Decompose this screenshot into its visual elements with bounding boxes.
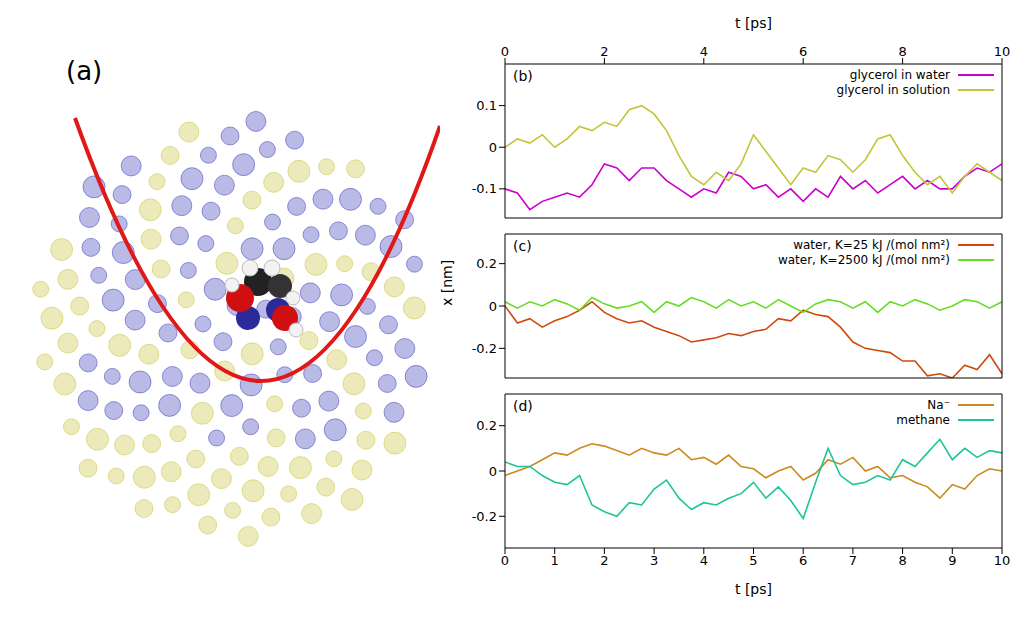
html-text:water, K=2500 kJ /(mol nm²): water, K=2500 kJ /(mol nm²) xyxy=(777,252,950,267)
svg-text:-0.1: -0.1 xyxy=(472,181,497,196)
svg-text:6: 6 xyxy=(799,553,807,568)
svg-text:0: 0 xyxy=(501,553,509,568)
svg-text:2: 2 xyxy=(600,44,608,59)
svg-text:1: 1 xyxy=(551,553,559,568)
svg-text:t [ps]: t [ps] xyxy=(735,581,772,597)
svg-text:4: 4 xyxy=(700,44,708,59)
svg-text:8: 8 xyxy=(898,553,906,568)
svg-text:7: 7 xyxy=(849,553,857,568)
svg-text:4: 4 xyxy=(700,553,708,568)
svg-text:9: 9 xyxy=(948,553,956,568)
html-text:methane: methane xyxy=(896,412,950,427)
svg-text:0: 0 xyxy=(489,464,497,479)
svg-text:3: 3 xyxy=(650,553,658,568)
svg-text:0: 0 xyxy=(489,140,497,155)
svg-text:0: 0 xyxy=(489,299,497,314)
html-text:(d): (d) xyxy=(513,398,533,414)
svg-text:-0.2: -0.2 xyxy=(472,509,497,524)
svg-text:0.1: 0.1 xyxy=(476,98,497,113)
svg-text:10: 10 xyxy=(994,44,1011,59)
html-text:(b): (b) xyxy=(513,68,533,84)
html-text:Na⁻: Na⁻ xyxy=(927,397,950,412)
svg-text:8: 8 xyxy=(898,44,906,59)
html-text:(c): (c) xyxy=(513,238,532,254)
svg-text:(a): (a) xyxy=(66,56,102,86)
svg-text:0.2: 0.2 xyxy=(476,256,497,271)
html-text:water, K=25 kJ /(mol nm²): water, K=25 kJ /(mol nm²) xyxy=(793,237,950,252)
svg-text:10: 10 xyxy=(994,553,1011,568)
html-text:glycerol in water: glycerol in water xyxy=(849,67,950,82)
svg-text:6: 6 xyxy=(799,44,807,59)
svg-text:5: 5 xyxy=(749,553,757,568)
svg-text:0: 0 xyxy=(501,44,509,59)
svg-text:-0.2: -0.2 xyxy=(472,341,497,356)
svg-text:t [ps]: t [ps] xyxy=(735,15,772,31)
svg-text:0.2: 0.2 xyxy=(476,418,497,433)
svg-text:2: 2 xyxy=(600,553,608,568)
svg-text:x [nm]: x [nm] xyxy=(440,260,455,306)
html-text:glycerol in solution: glycerol in solution xyxy=(836,82,950,97)
